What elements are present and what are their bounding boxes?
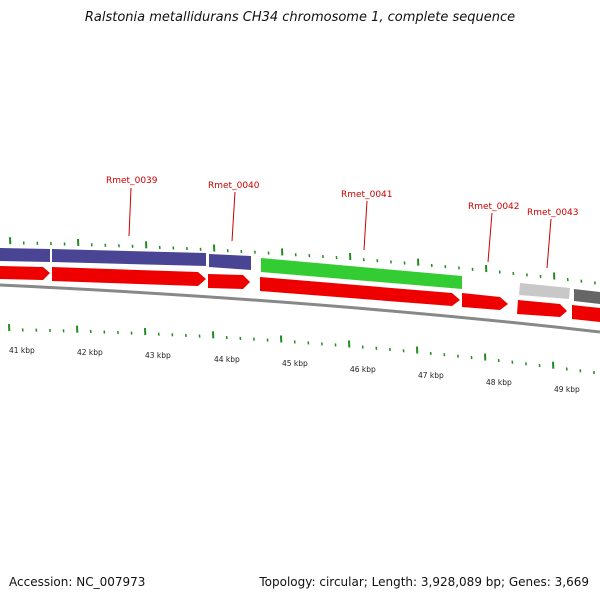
cog-feature-darkgray[interactable] xyxy=(574,289,600,304)
kbp-label: 47 kbp xyxy=(418,371,444,380)
gene-label-leader xyxy=(546,218,552,269)
gene-arrow[interactable] xyxy=(208,274,250,289)
outer-tick-marks xyxy=(9,237,596,285)
cog-feature-lightgray[interactable] xyxy=(519,283,570,299)
kbp-label: 48 kbp xyxy=(486,378,512,387)
gene-arrow[interactable] xyxy=(572,305,600,322)
kbp-label: 46 kbp xyxy=(350,365,376,374)
genome-summary-text: Topology: circular; Length: 3,928,089 bp… xyxy=(259,575,589,589)
map-title: Ralstonia metallidurans CH34 chromosome … xyxy=(84,10,516,25)
gene-label-rmet-0039[interactable]: Rmet_0039 xyxy=(106,176,158,186)
cog-feature-blue-1[interactable] xyxy=(0,248,50,262)
gene-label-rmet-0041[interactable]: Rmet_0041 xyxy=(341,190,393,200)
gene-arrow[interactable] xyxy=(517,300,567,317)
gene-label-rmet-0042[interactable]: Rmet_0042 xyxy=(468,202,520,212)
kbp-label: 41 kbp xyxy=(9,346,35,355)
cog-feature-green[interactable] xyxy=(261,258,462,289)
gene-arrow[interactable] xyxy=(462,293,508,310)
gene-label-leader xyxy=(487,212,493,263)
gene-label-leader xyxy=(363,200,368,251)
kbp-label: 49 kbp xyxy=(554,385,580,394)
kbp-label: 43 kbp xyxy=(145,351,171,360)
cog-feature-blue-2[interactable] xyxy=(52,249,206,266)
gene-arrow[interactable] xyxy=(260,277,460,306)
kbp-label: 44 kbp xyxy=(214,355,240,364)
gene-label-rmet-0043[interactable]: Rmet_0043 xyxy=(527,208,579,218)
genome-backbone xyxy=(0,283,600,334)
gene-arrow[interactable] xyxy=(52,267,206,286)
gene-label-leader xyxy=(231,191,236,242)
cog-feature-blue-3[interactable] xyxy=(209,254,251,270)
gene-label-rmet-0040[interactable]: Rmet_0040 xyxy=(208,181,260,191)
inner-tick-marks xyxy=(8,324,595,375)
gene-label-leader xyxy=(128,187,132,237)
kbp-label: 42 kbp xyxy=(77,348,103,357)
accession-text: Accession: NC_007973 xyxy=(9,575,146,589)
gene-arrow[interactable] xyxy=(0,266,50,280)
kbp-label: 45 kbp xyxy=(282,359,308,368)
